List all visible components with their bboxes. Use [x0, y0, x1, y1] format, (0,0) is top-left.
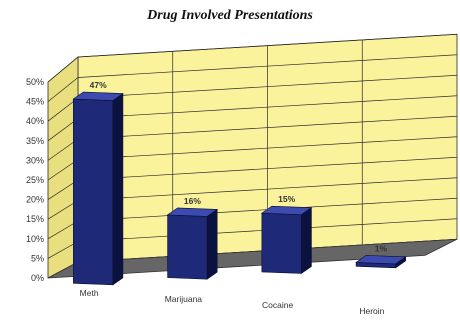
x-axis-categories: Meth Marijuana Cocaine Heroin [80, 288, 385, 316]
y-tick-label: 30% [26, 155, 44, 165]
y-tick-label: 35% [26, 136, 44, 146]
gridline-side [47, 220, 79, 240]
bar-side [301, 207, 312, 275]
y-tick-label: 10% [26, 234, 44, 244]
gridline [77, 33, 458, 58]
y-tick-label: 5% [31, 253, 44, 263]
x-category-label: Marijuana [165, 294, 203, 304]
gridline-side [47, 138, 79, 161]
bar-marijuana [167, 214, 208, 280]
bar-top [260, 205, 313, 215]
gridline-side [47, 77, 79, 102]
data-label: 15% [278, 194, 295, 204]
y-tick-label: 20% [26, 195, 44, 205]
gridline-side [47, 97, 79, 122]
data-label: 16% [184, 196, 201, 206]
bar-top [355, 255, 407, 265]
bar-cocaine [261, 212, 302, 274]
y-tick-label: 45% [26, 97, 44, 107]
x-category-label: Cocaine [262, 300, 293, 310]
y-tick-label: 0% [31, 273, 44, 283]
chart-title: Drug Involved Presentations [147, 8, 313, 23]
chart-gridlines [47, 33, 458, 279]
gridline-side [47, 159, 79, 181]
bar-top [166, 207, 219, 217]
gridline-side [47, 118, 79, 142]
bar-side [206, 208, 218, 280]
data-labels: 47% 16% 15% 1% [90, 80, 388, 253]
bar-side [112, 92, 124, 286]
y-tick-label: 40% [26, 116, 44, 126]
bar-top [72, 91, 124, 101]
x-category-label: Meth [80, 288, 99, 298]
gridline-side [47, 241, 79, 259]
y-axis-ticks: 0% 5% 10% 15% 20% 25% 30% 35% 40% 45% 50% [26, 77, 44, 283]
y-tick-label: 25% [26, 175, 44, 185]
gridline-side [47, 200, 79, 220]
gridline-side [47, 56, 79, 83]
data-label: 1% [375, 243, 388, 253]
gridline-side [47, 179, 79, 200]
y-tick-label: 15% [26, 214, 44, 224]
chart-bars [72, 91, 407, 286]
y-tick-label: 50% [26, 77, 44, 87]
bar-meth [73, 98, 114, 286]
data-label: 47% [90, 80, 107, 90]
x-category-label: Heroin [359, 306, 384, 316]
